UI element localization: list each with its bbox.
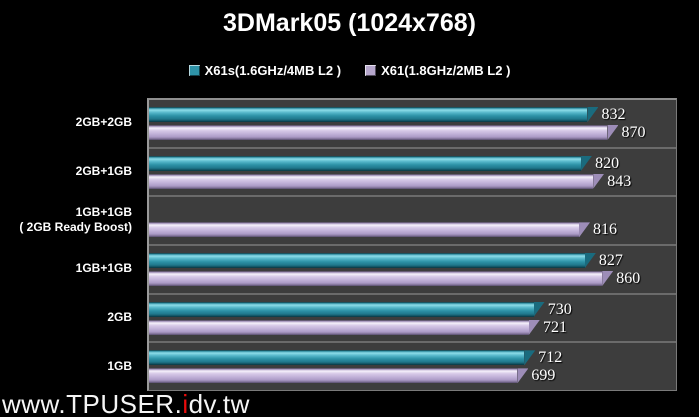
watermark-suffix: dv.tw	[188, 389, 250, 417]
bar-x61	[149, 319, 540, 335]
bar-end-cap	[528, 319, 540, 335]
value-label: 712	[538, 349, 563, 367]
legend-label-x61s: X61s(1.6GHz/4MB L2 )	[204, 63, 342, 78]
value-label: 870	[621, 124, 646, 141]
watermark: www.TPUSER.idv.tw	[2, 391, 250, 417]
bar-end-cap	[584, 253, 596, 269]
category-row: 816	[149, 197, 676, 247]
legend-item-x61: X61(1.8GHz/2MB L2 )	[365, 63, 510, 78]
watermark-prefix: www.TPUSER.	[2, 389, 183, 417]
value-label: 816	[593, 221, 618, 239]
value-label: 843	[607, 172, 632, 190]
bar-x61s	[149, 350, 536, 366]
value-label: 832	[601, 106, 626, 123]
category-label: 1GB+1GB	[75, 261, 132, 276]
bar-x61	[149, 271, 614, 287]
legend-swatch-teal-icon	[188, 65, 200, 76]
watermark-accent: i	[182, 389, 189, 417]
legend-label-x61: X61(1.8GHz/2MB L2 )	[381, 63, 511, 78]
value-label: 699	[531, 367, 556, 385]
bar-end-cap	[581, 155, 593, 171]
category-row: 827 860	[149, 246, 676, 295]
legend: X61s(1.6GHz/4MB L2 ) X61(1.8GHz/2MB L2 )	[0, 63, 699, 78]
value-label: 827	[598, 252, 623, 270]
value-label: 721	[542, 318, 567, 336]
legend-swatch-purple-icon	[365, 65, 377, 76]
bar-end-cap	[602, 271, 614, 287]
value-label: 860	[616, 270, 641, 288]
legend-item-x61s: X61s(1.6GHz/4MB L2 )	[188, 63, 342, 78]
category-row: 820 843	[149, 149, 676, 198]
category-label: 2GB	[107, 310, 132, 325]
chart-title: 3DMark05 (1024x768)	[223, 9, 476, 37]
category-row: 730 721	[149, 295, 676, 344]
bar-x61s	[149, 107, 599, 122]
category-label: 1GB+1GB( 2GB Ready Boost)	[19, 205, 132, 235]
category-axis: 2GB+2GB 2GB+1GB 1GB+1GB( 2GB Ready Boost) 1…	[0, 98, 139, 391]
category-label: 2GB+2GB	[75, 114, 132, 129]
category-row: 832 870	[149, 100, 676, 149]
category-label: 1GB	[107, 359, 132, 374]
bar-x61	[149, 222, 591, 238]
bar-end-cap	[607, 125, 619, 140]
category-row: 712 699	[149, 343, 676, 390]
bar-end-cap	[517, 368, 529, 384]
category-label: 2GB+1GB	[75, 163, 132, 178]
bar-x61s	[149, 301, 545, 317]
bar-end-cap	[587, 107, 599, 122]
bar-end-cap	[524, 350, 536, 366]
bar-x61	[149, 368, 529, 384]
bar-end-cap	[593, 173, 605, 189]
bar-x61	[149, 173, 605, 189]
bar-x61s	[149, 155, 593, 171]
value-label: 730	[547, 300, 572, 318]
value-label: 820	[595, 154, 620, 172]
bar-x61s	[149, 253, 596, 269]
plot-area: 832 870 820 843 816 827 860 730 721 712 699	[147, 98, 677, 391]
bar-end-cap	[533, 301, 545, 317]
bar-end-cap	[579, 222, 591, 238]
bar-x61	[149, 125, 619, 140]
